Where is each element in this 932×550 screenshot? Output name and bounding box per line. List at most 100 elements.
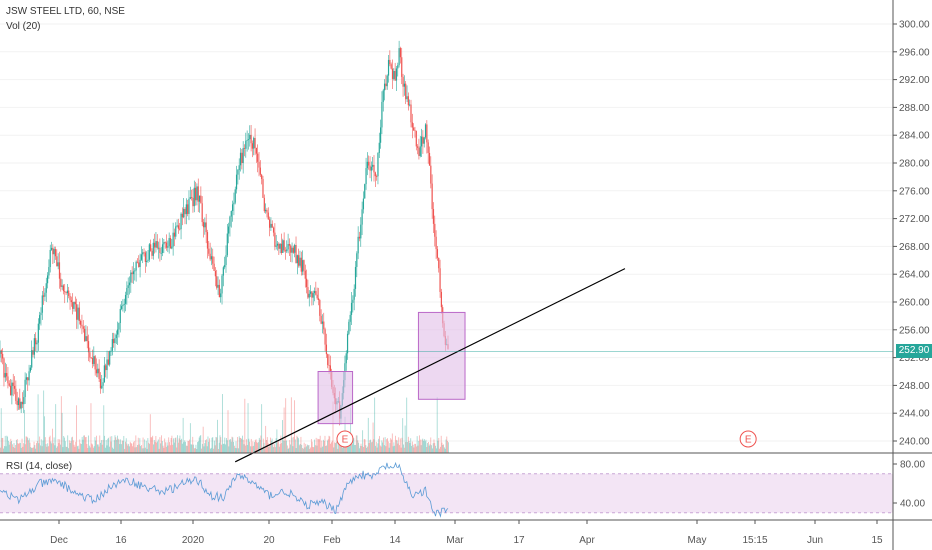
volume-bar <box>166 442 168 453</box>
volume-bar <box>343 441 344 453</box>
candle-body <box>271 223 273 228</box>
candle-body <box>438 257 440 269</box>
volume-bar <box>436 397 438 453</box>
volume-bar <box>86 444 88 453</box>
candle-body <box>31 350 33 368</box>
candle-body <box>368 161 370 166</box>
candle-body <box>356 253 358 267</box>
volume-bar <box>273 447 275 453</box>
candle-body <box>352 299 354 303</box>
volume-bar <box>212 437 214 453</box>
volume-bar <box>375 441 377 453</box>
volume-bar <box>72 440 74 453</box>
price-tick-label: 292.00 <box>899 75 930 86</box>
candle-body <box>280 243 283 254</box>
volume-bar <box>21 438 23 453</box>
candle-body <box>21 401 24 405</box>
volume-bar <box>11 441 13 453</box>
volume-bar <box>228 446 230 453</box>
volume-bar <box>411 445 412 453</box>
candle-body <box>131 272 133 275</box>
candle-body <box>161 244 164 253</box>
volume-bar <box>4 435 6 453</box>
volume-bar <box>399 438 401 453</box>
candle-body <box>150 244 152 251</box>
candle-body <box>78 307 80 321</box>
candle-body <box>317 298 320 301</box>
volume-bar <box>221 444 222 453</box>
volume-bar <box>264 448 266 453</box>
volume-bar <box>298 445 300 453</box>
volume-bar <box>158 448 160 453</box>
candle-body <box>251 143 254 149</box>
volume-bar <box>279 443 281 453</box>
volume-bar <box>365 445 367 453</box>
volume-bar <box>77 445 79 453</box>
volume-bar <box>198 437 200 453</box>
volume-bar <box>115 437 117 453</box>
candle-body <box>237 170 239 175</box>
volume-bar <box>44 437 46 453</box>
volume-bar <box>242 439 244 453</box>
volume-bar <box>447 440 448 453</box>
candle-body <box>210 256 213 260</box>
candle-body <box>171 246 173 249</box>
volume-bar <box>165 446 167 453</box>
candle-body <box>8 383 10 386</box>
candle-body <box>349 314 351 322</box>
volume-bar <box>370 439 372 453</box>
volume-bar <box>99 435 101 453</box>
candle-body <box>329 365 331 373</box>
candle-body <box>179 228 181 230</box>
volume-bar <box>145 447 146 453</box>
candle-body <box>85 336 87 341</box>
volume-bar <box>92 444 93 453</box>
candle-body <box>0 350 1 358</box>
volume-bar <box>20 447 22 453</box>
candle-body <box>360 224 362 239</box>
volume-bar <box>286 445 288 453</box>
candle-body <box>291 247 293 253</box>
candle-body <box>426 124 428 143</box>
time-tick-label: 14 <box>389 535 401 546</box>
volume-bar <box>141 445 142 453</box>
candle-body <box>147 259 149 261</box>
volume-bar <box>48 437 50 453</box>
volume-bar <box>226 440 228 453</box>
candle-body <box>62 285 65 292</box>
volume-bar <box>330 442 332 453</box>
volume-bar <box>342 447 344 453</box>
volume-bar <box>133 441 135 453</box>
volume-bar <box>364 439 366 453</box>
volume-bar <box>328 435 330 453</box>
earnings-label-1: E <box>342 435 349 446</box>
volume-bar <box>381 440 383 453</box>
volume-bar <box>389 443 391 453</box>
volume-bar <box>448 442 449 453</box>
candle-body <box>180 213 182 230</box>
volume-bar <box>399 445 400 453</box>
volume-bar <box>199 435 201 453</box>
candle-body <box>399 48 402 58</box>
price-tick-label: 284.00 <box>899 131 930 142</box>
volume-bar <box>387 441 389 453</box>
candle-body <box>32 350 34 355</box>
volume-bar <box>17 443 19 453</box>
volume-bar <box>12 447 14 453</box>
volume-bar <box>376 447 378 453</box>
candle-body <box>189 197 191 199</box>
volume-bar <box>424 441 426 453</box>
volume-bar <box>351 444 353 453</box>
volume-bar <box>168 437 170 453</box>
volume-bar <box>233 441 235 453</box>
volume-bar <box>69 443 71 453</box>
candle-body <box>395 68 398 81</box>
candle-body <box>122 304 124 307</box>
volume-bar <box>47 443 49 453</box>
candle-body <box>382 90 384 102</box>
candle-body <box>386 75 388 87</box>
candle-body <box>249 134 251 140</box>
candle-body <box>165 242 168 248</box>
volume-bar <box>34 445 36 453</box>
